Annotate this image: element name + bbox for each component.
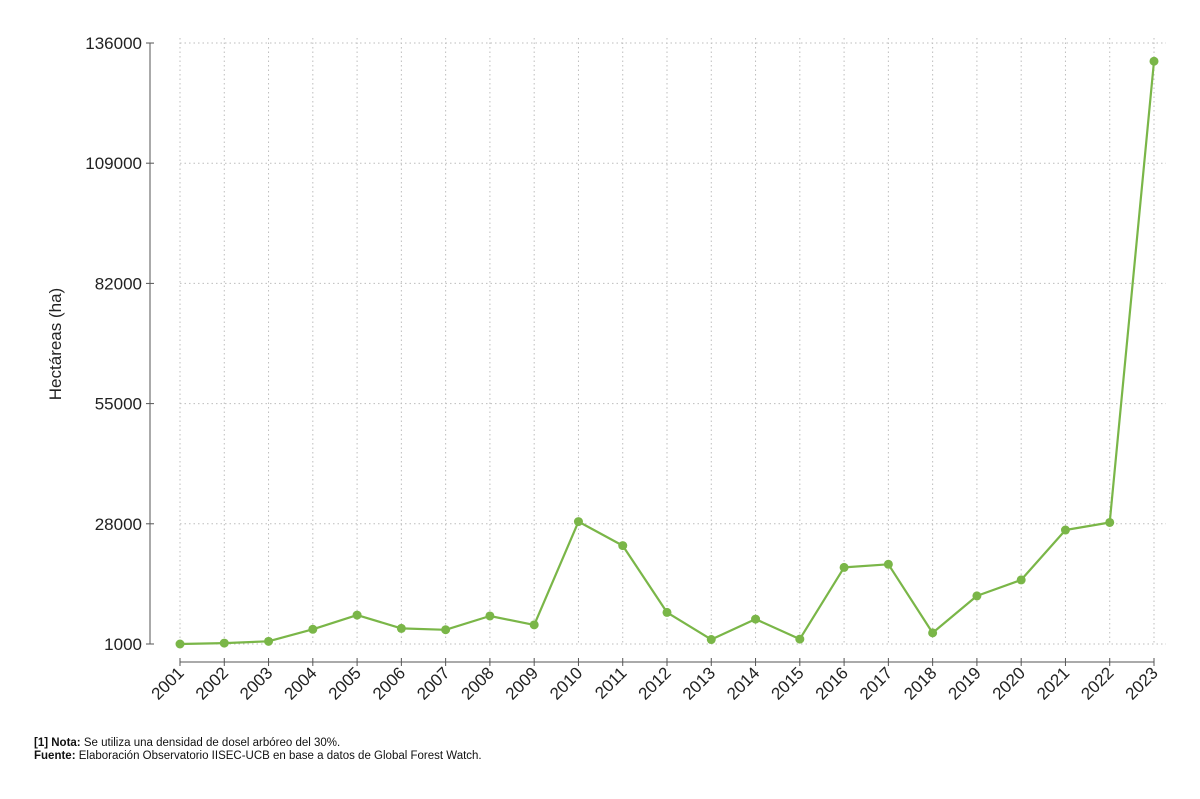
data-point	[883, 559, 893, 569]
x-tick-label: 2018	[900, 663, 940, 703]
note-text: Se utiliza una densidad de dosel arbóreo…	[80, 737, 341, 749]
x-tick-label: 2016	[812, 663, 852, 703]
data-point	[441, 625, 451, 635]
x-tick-label: 2015	[767, 663, 807, 703]
x-tick-label: 2012	[635, 663, 675, 703]
data-point	[972, 591, 982, 601]
data-point	[928, 628, 938, 638]
x-tick-label: 2006	[369, 663, 409, 703]
x-tick-label: 2001	[148, 663, 188, 703]
x-tick-label: 2021	[1033, 663, 1073, 703]
data-point	[219, 638, 229, 648]
data-point	[485, 611, 495, 621]
x-tick-label: 2020	[989, 663, 1029, 703]
data-point	[529, 620, 539, 630]
line-chart: 1000 28000 55000 82000 109000 136000 2001 2002…	[46, 34, 1166, 704]
note-line: [1] Nota: Se utiliza una densidad de dos…	[34, 737, 482, 750]
grid-lines	[179, 38, 1166, 645]
x-tick-label: 2019	[945, 663, 985, 703]
source-text: Elaboración Observatorio IISEC-UCB en ba…	[75, 750, 482, 762]
data-point	[662, 607, 672, 617]
data-point	[1105, 517, 1115, 527]
data-point	[751, 614, 761, 624]
data-point	[573, 517, 583, 527]
source-line: Fuente: Elaboración Observatorio IISEC-U…	[34, 750, 482, 763]
data-point	[175, 639, 185, 649]
x-tick-label: 2023	[1122, 663, 1162, 703]
data-point	[1149, 56, 1159, 66]
data-point	[618, 541, 628, 551]
x-tick-label: 2005	[325, 663, 365, 703]
source-label: Fuente:	[34, 750, 76, 762]
y-axis-ticks: 1000 28000 55000 82000 109000 136000	[85, 34, 154, 654]
x-tick-label: 2004	[280, 663, 320, 703]
x-tick-label: 2011	[591, 663, 630, 702]
data-point	[839, 562, 849, 572]
x-tick-label: 2002	[192, 663, 232, 703]
data-points	[175, 56, 1159, 649]
x-tick-label: 2022	[1077, 663, 1117, 703]
y-tick-label: 1000	[104, 635, 142, 654]
y-tick-label: 55000	[95, 395, 142, 414]
data-point	[1016, 575, 1026, 585]
axes	[149, 43, 1154, 663]
data-point	[396, 623, 406, 633]
x-tick-label: 2008	[458, 663, 498, 703]
x-tick-label: 2014	[723, 663, 763, 703]
y-tick-label: 28000	[95, 515, 142, 534]
data-point	[308, 624, 318, 634]
data-point	[706, 635, 716, 645]
x-tick-label: 2007	[413, 663, 453, 703]
y-tick-label: 136000	[85, 34, 142, 53]
x-axis-ticks: 2001 2002 2003 2004 2005 2006 2007 2008 2009 2010…	[148, 658, 1162, 704]
x-tick-label: 2010	[546, 663, 586, 703]
data-point	[1060, 525, 1070, 535]
data-point	[264, 636, 274, 646]
y-tick-label: 109000	[85, 154, 142, 173]
y-axis-title: Hectáreas (ha)	[46, 288, 65, 400]
x-tick-label: 2003	[236, 663, 276, 703]
note-label: [1] Nota:	[34, 737, 81, 749]
footnotes: [1] Nota: Se utiliza una densidad de dos…	[34, 737, 482, 763]
data-point	[352, 610, 362, 620]
x-tick-label: 2013	[679, 663, 719, 703]
x-tick-label: 2009	[502, 663, 542, 703]
x-tick-label: 2017	[856, 663, 896, 703]
y-tick-label: 82000	[95, 274, 142, 293]
data-point	[795, 634, 805, 644]
